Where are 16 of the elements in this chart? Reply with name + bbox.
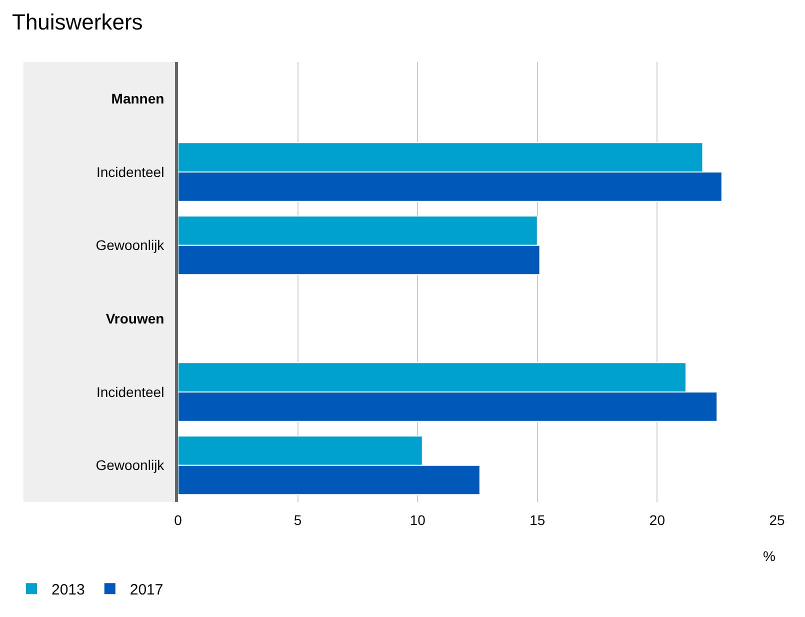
x-tick-label: 20 [649, 512, 666, 528]
x-tick-label: 25 [769, 512, 785, 528]
chart-title: Thuiswerkers [12, 9, 143, 34]
x-tick-label: 15 [530, 512, 546, 528]
y-tick-label: Mannen [111, 90, 164, 107]
y-tick-label: Incidenteel [96, 384, 164, 400]
y-tick-label: Gewoonlijk [96, 457, 166, 474]
legend-label: 2017 [130, 582, 164, 598]
x-tick-label: 5 [294, 512, 302, 528]
y-tick-label: Vrouwen [106, 310, 164, 327]
y-tick-label: Incidenteel [96, 164, 164, 180]
y-tick-label: Gewoonlijk [96, 237, 166, 254]
x-axis-title: % [763, 548, 776, 564]
x-tick-label: 10 [410, 512, 426, 528]
legend-label: 2013 [52, 582, 85, 598]
x-tick-label: 0 [174, 512, 182, 528]
